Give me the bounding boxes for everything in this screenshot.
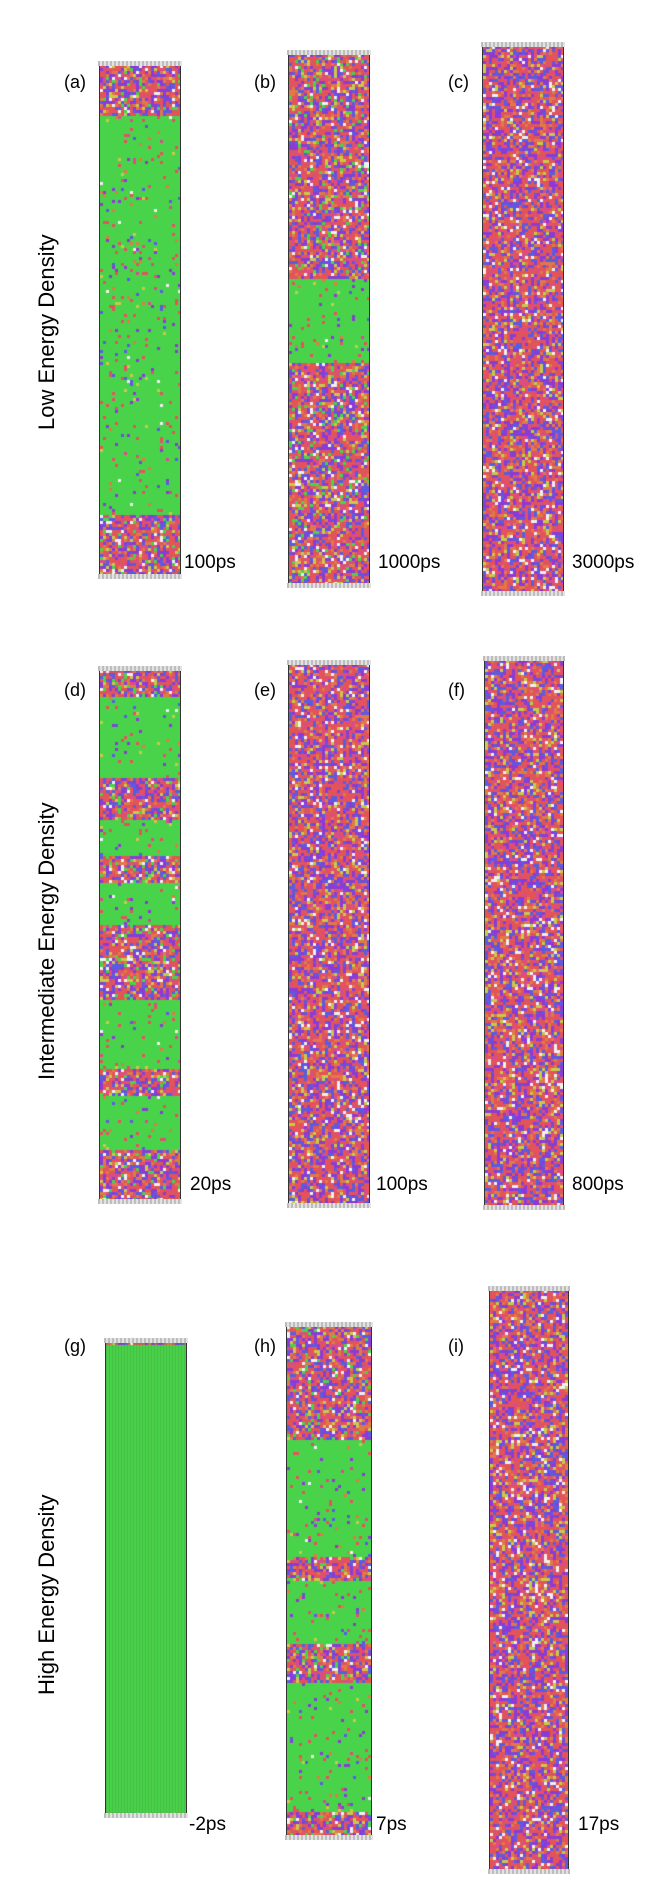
atom-snapshot (287, 1326, 371, 1836)
simulation-panel-b (287, 50, 371, 588)
panel-top-edge (483, 656, 565, 661)
panel-letter-i: (i) (448, 1336, 464, 1356)
time-label-f: 800ps (572, 1174, 624, 1195)
time-label-e: 100ps (376, 1174, 428, 1195)
simulation-panel-a (98, 61, 182, 579)
simulation-panel-e (287, 660, 371, 1208)
atom-snapshot (100, 670, 180, 1200)
time-label-d: 20ps (190, 1174, 232, 1195)
time-label-i: 17ps (578, 1814, 620, 1835)
panel-bottom-edge (483, 1205, 565, 1210)
simulation-panel-c (481, 42, 565, 596)
panel-top-edge (287, 50, 371, 55)
simulation-panel-h (285, 1322, 373, 1840)
panel-letter-b: (b) (254, 72, 276, 92)
simulation-panel-f (483, 656, 565, 1210)
panel-bottom-edge (287, 583, 371, 588)
panel-letter-a: (a) (64, 72, 86, 92)
panel-top-edge (481, 42, 565, 47)
panel-letter-f: (f) (448, 680, 465, 700)
panel-bottom-edge (98, 574, 182, 579)
row-label-intermediate: Intermediate Energy Density (34, 802, 59, 1080)
atom-snapshot (100, 65, 180, 575)
time-label-a: 100ps (184, 552, 236, 573)
time-label-h: 7ps (376, 1814, 407, 1835)
time-label-g: -2ps (189, 1814, 226, 1835)
row-label-low: Low Energy Density (34, 234, 59, 430)
panel-bottom-edge (98, 1199, 182, 1204)
simulation-panel-d (98, 666, 182, 1204)
panel-bottom-edge (285, 1835, 373, 1840)
atom-snapshot (289, 664, 369, 1204)
panel-bottom-edge (104, 1813, 188, 1818)
panel-top-edge (98, 61, 182, 66)
row-label-high: High Energy Density (34, 1494, 59, 1695)
panel-top-edge (287, 660, 371, 665)
panel-letter-h: (h) (254, 1336, 276, 1356)
atom-snapshot (490, 1290, 568, 1870)
atom-snapshot (289, 54, 369, 584)
panel-bottom-edge (488, 1869, 570, 1874)
atom-snapshot (106, 1342, 186, 1814)
panel-letter-g: (g) (64, 1336, 86, 1356)
panel-letter-d: (d) (64, 680, 86, 700)
atom-snapshot (485, 660, 563, 1206)
time-label-b: 1000ps (378, 552, 441, 573)
panel-top-edge (285, 1322, 373, 1327)
panel-bottom-edge (481, 591, 565, 596)
panel-top-edge (488, 1286, 570, 1291)
simulation-panel-i (488, 1286, 570, 1874)
panel-top-edge (98, 666, 182, 671)
simulation-panel-g (104, 1338, 188, 1818)
time-label-c: 3000ps (572, 552, 635, 573)
panel-letter-c: (c) (448, 72, 469, 92)
atom-snapshot (483, 46, 563, 592)
panel-top-edge (104, 1338, 188, 1343)
panel-bottom-edge (287, 1203, 371, 1208)
panel-letter-e: (e) (254, 680, 276, 700)
